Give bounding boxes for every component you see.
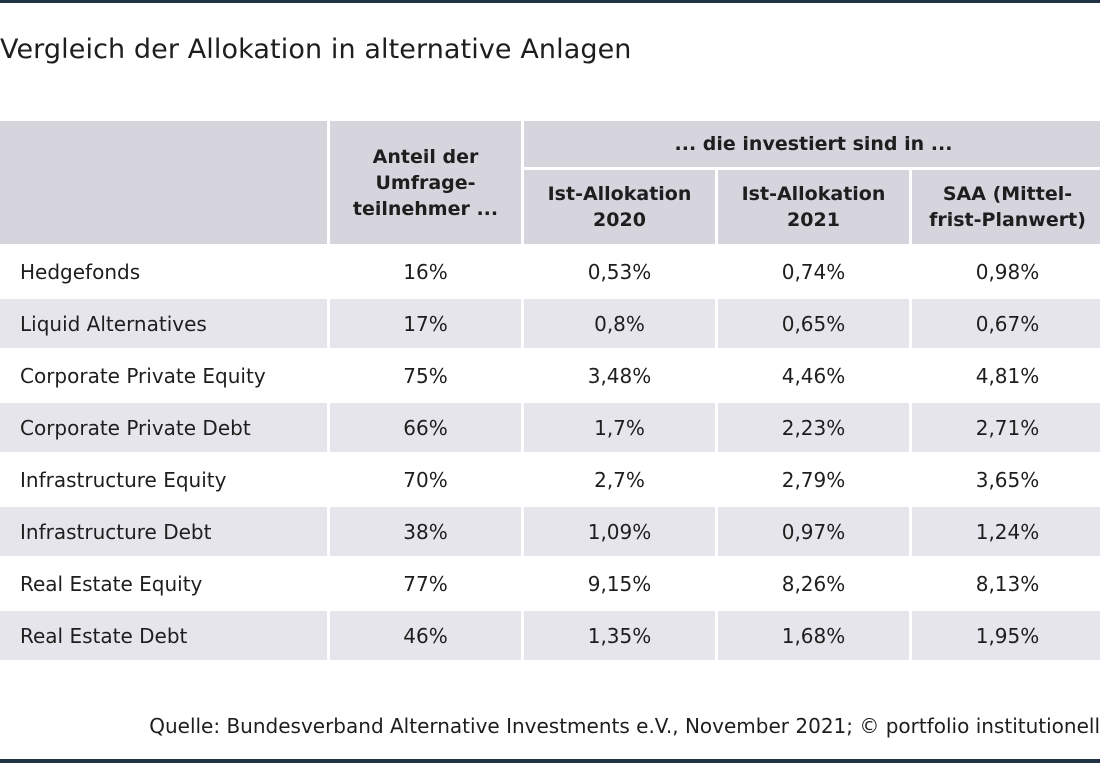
column-header-share-line: Anteil der <box>372 145 479 168</box>
value-cell: 2,79% <box>718 455 909 504</box>
table-body: Hedgefonds 16% 0,53% 0,74% 0,98% Liquid Alter… <box>0 247 1100 660</box>
value-cell: 2,71% <box>912 403 1100 452</box>
value-cell: 1,09% <box>524 507 715 556</box>
value-cell: 2,23% <box>718 403 909 452</box>
row-label: Real Estate Debt <box>0 611 327 660</box>
table-row: Infrastructure Debt 38% 1,09% 0,97% 1,24% <box>0 507 1100 556</box>
table-row: Real Estate Equity 77% 9,15% 8,26% 8,13% <box>0 559 1100 608</box>
value-cell: 16% <box>330 247 521 296</box>
top-rule <box>0 0 1100 3</box>
value-cell: 8,13% <box>912 559 1100 608</box>
chart-title: Vergleich der Allokation in alternative … <box>0 34 632 65</box>
row-label: Liquid Alternatives <box>0 299 327 348</box>
column-header-line: 2021 <box>787 209 840 231</box>
value-cell: 0,8% <box>524 299 715 348</box>
value-cell: 0,74% <box>718 247 909 296</box>
value-cell: 8,26% <box>718 559 909 608</box>
value-cell: 77% <box>330 559 521 608</box>
table-row: Corporate Private Equity 75% 3,48% 4,46% 4,8… <box>0 351 1100 400</box>
corner-header-cell <box>0 121 327 244</box>
allocation-table: Anteil der Umfrage- teilnehmer ... ... d… <box>0 118 1100 663</box>
row-label: Real Estate Equity <box>0 559 327 608</box>
table-row: Real Estate Debt 46% 1,35% 1,68% 1,95% <box>0 611 1100 660</box>
value-cell: 1,95% <box>912 611 1100 660</box>
row-label: Infrastructure Equity <box>0 455 327 504</box>
column-header-line: frist-Planwert) <box>929 209 1086 231</box>
table-row: Liquid Alternatives 17% 0,8% 0,65% 0,67% <box>0 299 1100 348</box>
value-cell: 1,24% <box>912 507 1100 556</box>
column-header-line: Ist-Allokation <box>547 183 692 205</box>
value-cell: 46% <box>330 611 521 660</box>
row-label: Hedgefonds <box>0 247 327 296</box>
row-label: Corporate Private Equity <box>0 351 327 400</box>
value-cell: 2,7% <box>524 455 715 504</box>
value-cell: 4,46% <box>718 351 909 400</box>
row-label: Corporate Private Debt <box>0 403 327 452</box>
column-header-ist-2020: Ist-Allokation 2020 <box>524 170 715 244</box>
source-note: Quelle: Bundesverband Alternative Invest… <box>149 714 1100 738</box>
value-cell: 0,97% <box>718 507 909 556</box>
column-header-share-line: Umfrage- <box>375 171 476 194</box>
table-row: Infrastructure Equity 70% 2,7% 2,79% 3,65% <box>0 455 1100 504</box>
value-cell: 3,65% <box>912 455 1100 504</box>
column-header-ist-2021: Ist-Allokation 2021 <box>718 170 909 244</box>
row-label: Infrastructure Debt <box>0 507 327 556</box>
value-cell: 1,68% <box>718 611 909 660</box>
table-row: Hedgefonds 16% 0,53% 0,74% 0,98% <box>0 247 1100 296</box>
column-header-saa: SAA (Mittel- frist-Planwert) <box>912 170 1100 244</box>
value-cell: 1,35% <box>524 611 715 660</box>
value-cell: 9,15% <box>524 559 715 608</box>
value-cell: 70% <box>330 455 521 504</box>
column-header-line: 2020 <box>593 209 646 231</box>
value-cell: 0,98% <box>912 247 1100 296</box>
value-cell: 0,65% <box>718 299 909 348</box>
column-header-line: Ist-Allokation <box>741 183 886 205</box>
value-cell: 4,81% <box>912 351 1100 400</box>
value-cell: 0,67% <box>912 299 1100 348</box>
column-header-line: SAA (Mittel- <box>942 183 1073 205</box>
value-cell: 38% <box>330 507 521 556</box>
value-cell: 75% <box>330 351 521 400</box>
group-header: ... die investiert sind in ... <box>524 121 1100 167</box>
table-row: Corporate Private Debt 66% 1,7% 2,23% 2,71% <box>0 403 1100 452</box>
column-header-share: Anteil der Umfrage- teilnehmer ... <box>330 121 521 244</box>
value-cell: 66% <box>330 403 521 452</box>
value-cell: 3,48% <box>524 351 715 400</box>
bottom-rule <box>0 759 1100 763</box>
value-cell: 17% <box>330 299 521 348</box>
value-cell: 0,53% <box>524 247 715 296</box>
value-cell: 1,7% <box>524 403 715 452</box>
column-header-share-line: teilnehmer ... <box>352 197 499 220</box>
